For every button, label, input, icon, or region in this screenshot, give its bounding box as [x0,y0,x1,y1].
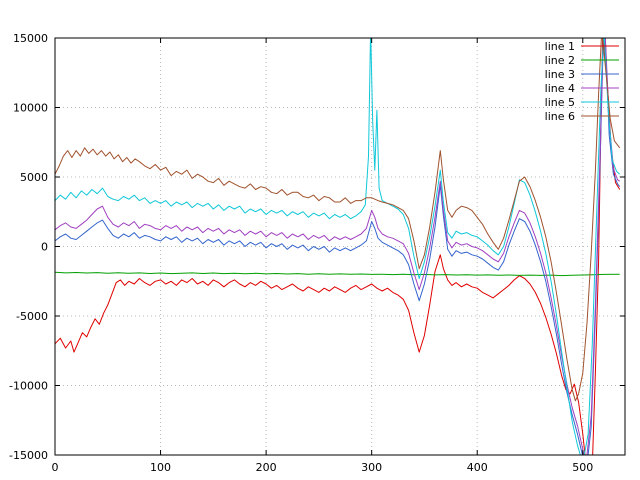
y-tick-label: 0 [41,241,48,254]
legend-label: line 5 [545,96,575,109]
x-tick-label: 500 [572,461,593,474]
legend-entry-5: line 5 [545,96,619,109]
y-tick-label: -15000 [9,449,48,462]
x-tick-label: 100 [150,461,171,474]
series-line-3 [55,38,621,455]
y-tick-label: -10000 [9,380,48,393]
legend-label: line 3 [545,68,575,81]
legend-entry-6: line 6 [545,110,619,123]
series-line-6 [55,38,621,402]
x-tick-label: 200 [256,461,277,474]
axis-ticks [54,37,625,456]
y-tick-label: 10000 [13,102,48,115]
legend-entry-1: line 1 [545,40,619,53]
y-tick-label: 15000 [13,32,48,45]
legend-entry-3: line 3 [545,68,619,81]
axis-labels: 0 100 200 300 400 500 -15000 -10000 -5000 0 5000 10… [9,32,593,474]
x-tick-label: 300 [361,461,382,474]
legend-label: line 1 [545,40,575,53]
legend-entry-2: line 2 [545,54,619,67]
legend-label: line 4 [545,82,575,95]
series-line-4 [55,38,620,455]
y-tick-label: 5000 [20,171,48,184]
x-tick-label: 400 [467,461,488,474]
series-line-1 [55,38,621,455]
legend-label: line 2 [545,54,575,67]
y-tick-label: -5000 [16,310,48,323]
series-line-2 [55,271,620,277]
series-group [55,38,621,455]
legend-label: line 6 [545,110,575,123]
series-line-5 [55,38,621,455]
legend-entry-4: line 4 [545,82,619,95]
x-tick-label: 0 [52,461,59,474]
